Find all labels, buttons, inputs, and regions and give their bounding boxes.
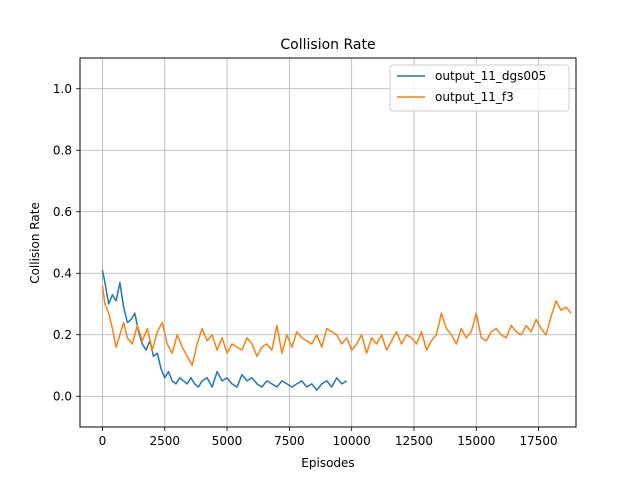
x-tick-label: 17500 bbox=[520, 434, 558, 448]
y-tick-label: 0.4 bbox=[53, 266, 72, 280]
legend-label-output-11-dgs005: output_11_dgs005 bbox=[435, 69, 546, 83]
x-tick-label: 10000 bbox=[333, 434, 371, 448]
x-tick-label: 7500 bbox=[274, 434, 305, 448]
x-tick-label: 5000 bbox=[212, 434, 243, 448]
series-lines bbox=[101, 270, 572, 391]
legend-label-output-11-f3: output_11_f3 bbox=[435, 90, 514, 104]
x-axis-label: Episodes bbox=[301, 456, 354, 470]
y-axis-ticks: 0.0 0.2 0.4 0.6 0.8 1.0 bbox=[53, 82, 80, 403]
series-line-output-11-f3 bbox=[101, 285, 572, 367]
x-tick-label: 12500 bbox=[395, 434, 433, 448]
plot-frame bbox=[79, 57, 577, 428]
x-tick-label: 2500 bbox=[149, 434, 180, 448]
y-tick-label: 0.6 bbox=[53, 205, 72, 219]
x-tick-label: 0 bbox=[99, 434, 107, 448]
x-tick-label: 15000 bbox=[457, 434, 495, 448]
legend-box bbox=[389, 64, 570, 112]
y-tick-label: 0.0 bbox=[53, 389, 72, 403]
series-line-output-11-dgs005 bbox=[101, 270, 348, 391]
legend: output_11_dgs005 output_11_f3 bbox=[389, 64, 570, 112]
y-tick-label: 0.8 bbox=[53, 143, 72, 157]
grid bbox=[80, 58, 576, 427]
chart-title: Collision Rate bbox=[280, 37, 375, 53]
x-axis-ticks: 0 2500 5000 7500 10000 12500 15000 17500 bbox=[99, 427, 558, 448]
y-tick-label: 1.0 bbox=[53, 82, 72, 96]
y-tick-label: 0.2 bbox=[53, 328, 72, 342]
y-axis-label: Collision Rate bbox=[28, 202, 42, 284]
